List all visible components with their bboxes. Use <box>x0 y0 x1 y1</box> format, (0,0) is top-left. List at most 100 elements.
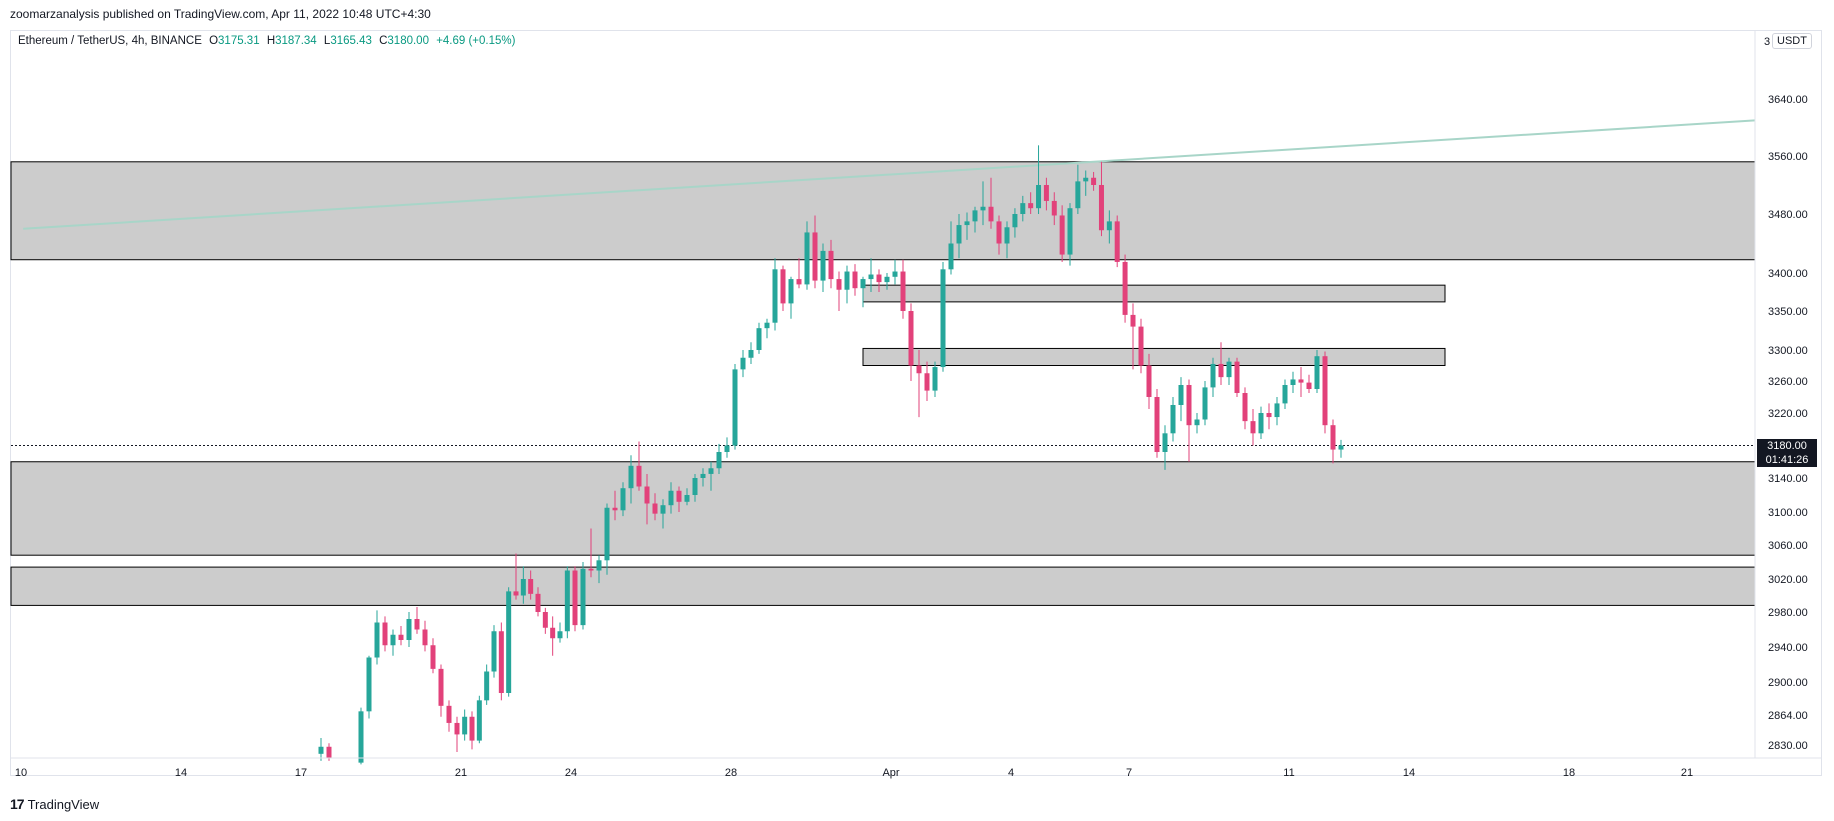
x-tick-label: 28 <box>725 767 737 779</box>
candle-body-down <box>382 622 388 646</box>
candle-body-up <box>772 269 778 323</box>
candle-body-up <box>596 560 602 571</box>
candle-body-up <box>748 350 754 358</box>
candle-body-up <box>580 568 586 626</box>
candle-body-down <box>916 365 922 374</box>
symbol-legend: Ethereum / TetherUS, 4h, BINANCE O3175.3… <box>18 35 515 47</box>
candle-body-down <box>996 221 1002 244</box>
candle-body-down <box>1298 379 1304 383</box>
candle-body-down <box>924 373 930 391</box>
candle-body-up <box>1036 185 1042 209</box>
candle-body-up <box>868 274 874 280</box>
candle-body-down <box>612 507 618 511</box>
candle-body-down <box>1114 221 1120 262</box>
candle-body-up <box>506 591 512 693</box>
candle-body-up <box>1210 363 1216 388</box>
candle-body-down <box>1091 177 1097 185</box>
candle-body-up <box>860 279 866 289</box>
y-tick-label: 3060.00 <box>1768 540 1808 552</box>
y-tick-label: 2940.00 <box>1768 642 1808 654</box>
candle-body-down <box>326 746 332 759</box>
x-tick-label: Apr <box>882 767 899 779</box>
candle-body-down <box>1028 203 1034 209</box>
candle-body-up <box>557 631 563 639</box>
trendline-layer <box>23 119 1756 230</box>
unit-prefix: 3 <box>1764 36 1771 48</box>
tradingview-logo[interactable]: 17 TradingView <box>10 796 99 812</box>
candle-body-up <box>1020 203 1026 214</box>
candle-body-down <box>1154 397 1160 452</box>
candle-body-up <box>972 210 978 222</box>
publisher-line: zoomarzanalysis published on TradingView… <box>10 7 431 21</box>
support-resistance-zone <box>10 161 1756 261</box>
x-tick-label: 14 <box>1403 767 1415 779</box>
candle-body-down <box>1043 185 1049 201</box>
candle-body-up <box>1226 361 1232 378</box>
y-tick-label: 3300.00 <box>1768 345 1808 357</box>
candle-body-down <box>535 593 541 612</box>
y-axis: 3640.00 3560.00 3480.00 3400.00 3350.00 3300.… <box>1754 30 1808 758</box>
candle-body-up <box>476 700 482 741</box>
candle-body-down <box>796 279 802 285</box>
candle-body-up <box>844 271 850 290</box>
candle-body-up <box>1083 177 1089 182</box>
y-tick-label: 2864.00 <box>1768 710 1808 722</box>
candle-body-up <box>1258 413 1264 434</box>
trendline <box>23 119 1756 230</box>
y-tick-label: 3100.00 <box>1768 507 1808 519</box>
candle-body-up <box>724 445 730 452</box>
candle-body-down <box>644 486 650 504</box>
candle-body-up <box>406 619 412 640</box>
candle-body-up <box>980 206 986 211</box>
candle-body-down <box>676 490 682 502</box>
last-price-tag: 3180.00 <box>1757 439 1817 453</box>
x-tick-label: 21 <box>455 767 467 779</box>
y-tick-label: 2900.00 <box>1768 677 1808 689</box>
candle-body-up <box>318 746 324 754</box>
candle-body-down <box>1186 385 1192 426</box>
candle-body-up <box>756 328 762 350</box>
support-resistance-zone <box>10 566 1756 606</box>
high-label: H <box>266 35 276 47</box>
tradingview-logo-icon: 17 <box>10 796 25 812</box>
candle-body-down <box>1330 425 1336 450</box>
y-tick-label: 3560.00 <box>1768 151 1808 163</box>
candle-body-down <box>812 232 818 281</box>
candle-body-up <box>716 452 722 469</box>
candle-body-down <box>852 271 858 289</box>
x-tick-label: 4 <box>1008 767 1014 779</box>
candle-body-up <box>358 711 364 763</box>
support-resistance-zone <box>862 347 1446 367</box>
y-tick-label: 3260.00 <box>1768 376 1808 388</box>
candle-body-down <box>572 570 578 626</box>
open-value: 3175.31 <box>218 35 260 47</box>
y-tick-label: 3640.00 <box>1768 94 1808 106</box>
candle-body-up <box>964 221 970 226</box>
candle-body-up <box>1170 405 1176 434</box>
candle-body-down <box>1250 421 1256 434</box>
candle-body-down <box>1146 365 1152 397</box>
candle-body-up <box>1338 445 1344 450</box>
open-label: O <box>209 35 219 47</box>
candle-body-down <box>652 503 658 514</box>
candle-body-up <box>1274 403 1280 418</box>
candle-body-up <box>1202 387 1208 420</box>
candle-body-up <box>1178 385 1184 405</box>
x-tick-label: 7 <box>1126 767 1132 779</box>
x-tick-label: 21 <box>1681 767 1693 779</box>
candle-body-up <box>1162 433 1168 452</box>
candle-body-down <box>430 645 436 669</box>
candle-body-down <box>780 269 786 304</box>
candle-body-up <box>700 473 706 478</box>
x-tick-label: 18 <box>1563 767 1575 779</box>
currency-unit-button[interactable]: USDT <box>1772 33 1812 49</box>
candle-body-down <box>876 274 882 283</box>
candle-body-down <box>498 631 504 693</box>
chart-frame[interactable] <box>10 30 1822 776</box>
y-tick-label: 3140.00 <box>1768 473 1808 485</box>
candle-body-down <box>1122 261 1128 315</box>
candle-body-up <box>1194 419 1200 426</box>
y-tick-label: 3350.00 <box>1768 306 1808 318</box>
candle-body-down <box>1051 200 1057 216</box>
